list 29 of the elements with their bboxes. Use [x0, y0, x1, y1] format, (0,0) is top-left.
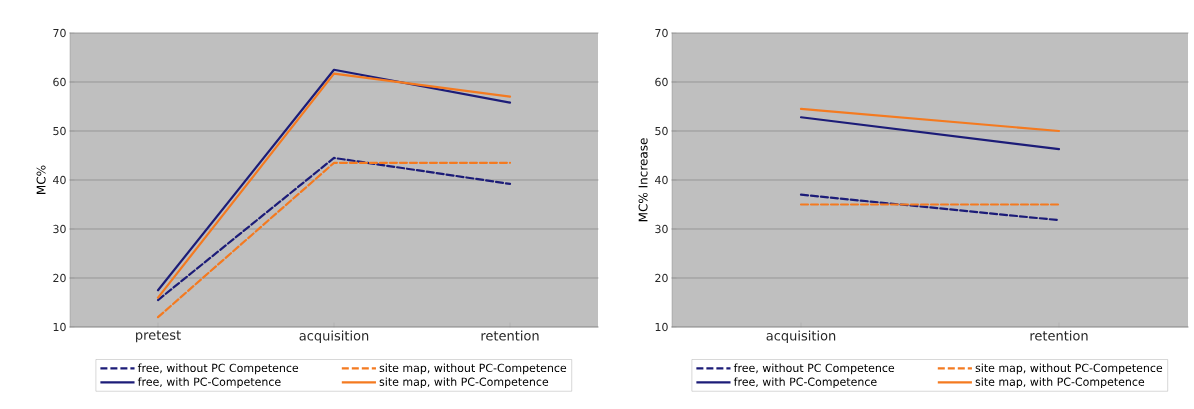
y-tick-label: 40	[53, 175, 66, 185]
x-tick-label: retention	[1030, 330, 1088, 341]
y-tick-label: 10	[655, 322, 668, 332]
y-axis-title: MC%	[36, 165, 46, 194]
y-tick-label: 70	[655, 28, 668, 38]
y-axis-title: MC% Increase	[638, 138, 648, 222]
y-tick-label: 50	[53, 126, 66, 136]
y-tick-label: 70	[53, 28, 66, 38]
x-tick-label: retention	[481, 330, 539, 341]
y-tick-label: 30	[53, 224, 66, 234]
legend-label: site map, without PC-Competence	[975, 363, 1163, 375]
y-tick-label: 60	[655, 77, 668, 87]
legend-label: site map, with PC-Competence	[379, 377, 549, 389]
legend-label: free, with PC-Competence	[137, 377, 281, 389]
legend-label: site map, with PC-Competence	[975, 377, 1145, 389]
y-tick-label: 30	[655, 224, 668, 234]
legend-label: free, without PC Competence	[137, 363, 299, 375]
y-tick-label: 60	[53, 77, 66, 87]
y-tick-label: 10	[53, 322, 66, 332]
legend-label: site map, without PC-Competence	[379, 363, 567, 375]
y-tick-label: 20	[655, 273, 668, 283]
y-tick-label: 20	[53, 273, 66, 283]
legend-label: free, without PC Competence	[733, 363, 895, 375]
y-tick-label: 50	[655, 126, 668, 136]
x-tick-label: acquisition	[766, 330, 836, 344]
x-tick-label: pretest	[136, 330, 181, 343]
y-tick-label: 40	[655, 175, 668, 185]
x-tick-label: acquisition	[299, 330, 369, 344]
legend-label: free, with PC-Competence	[733, 377, 877, 389]
